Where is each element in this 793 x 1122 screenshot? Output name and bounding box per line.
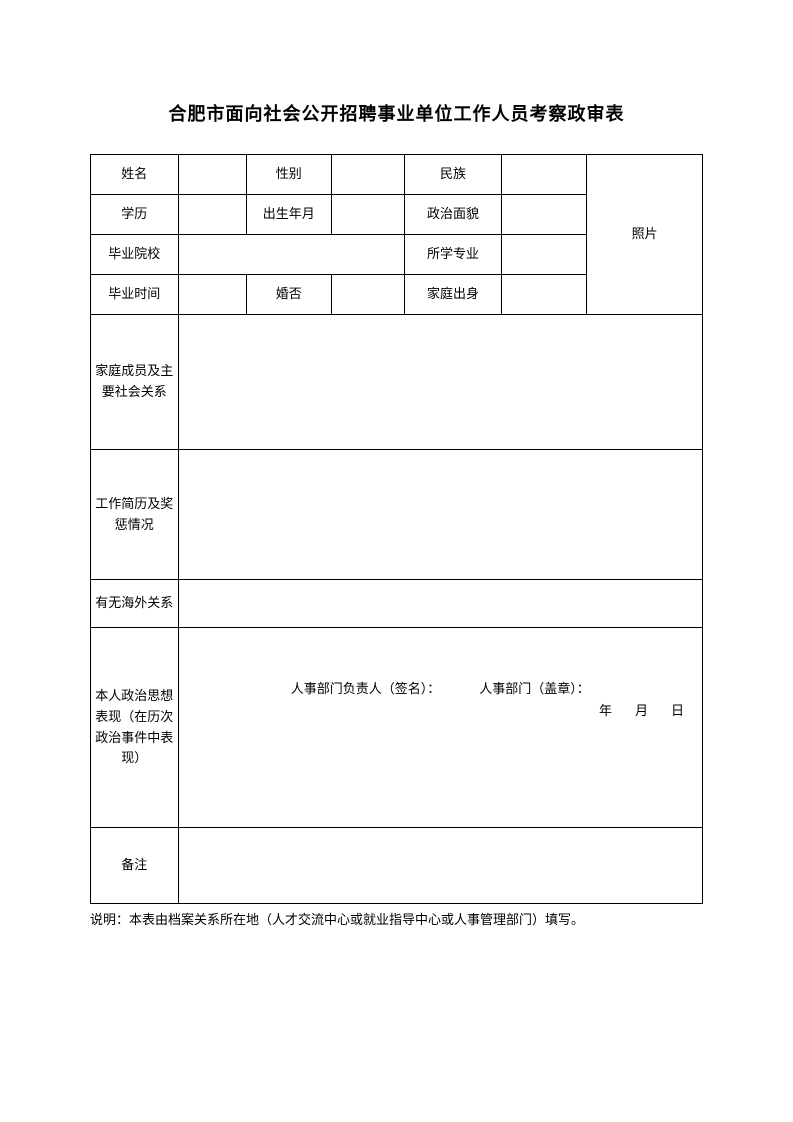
- value-gender: [331, 155, 404, 195]
- signature-date: 年 月 日: [599, 701, 686, 722]
- label-family-members: 家庭成员及主要社会关系: [91, 315, 179, 450]
- signature-line: 人事部门负责人（签名）： 人事部门（盖章）：: [181, 679, 700, 700]
- note-text: 说明：本表由档案关系所在地（人才交流中心或就业指导中心或人事管理部门）填写。: [90, 910, 703, 930]
- label-school: 毕业院校: [91, 235, 179, 275]
- photo-cell: 照片: [587, 155, 703, 315]
- value-name: [178, 155, 246, 195]
- label-work-history: 工作简历及奖惩情况: [91, 450, 179, 580]
- label-gender: 性别: [246, 155, 331, 195]
- value-major: [502, 235, 587, 275]
- value-education: [178, 195, 246, 235]
- value-birth: [331, 195, 404, 235]
- value-political-thought: 人事部门负责人（签名）： 人事部门（盖章）： 年 月 日: [178, 628, 702, 828]
- value-overseas: [178, 580, 702, 628]
- hr-leader-label: 人事部门负责人（签名）：: [291, 681, 441, 696]
- value-marriage: [331, 275, 404, 315]
- label-gradtime: 毕业时间: [91, 275, 179, 315]
- value-family-members: [178, 315, 702, 450]
- label-major: 所学专业: [404, 235, 501, 275]
- label-political-thought: 本人政治思想表现（在历次政治事件中表现）: [91, 628, 179, 828]
- label-marriage: 婚否: [246, 275, 331, 315]
- label-political: 政治面貌: [404, 195, 501, 235]
- form-table: 姓名 性别 民族 照片 学历 出生年月 政治面貌 毕业院校 所学专业 毕业时间 …: [90, 154, 703, 904]
- value-political: [502, 195, 587, 235]
- label-ethnicity: 民族: [404, 155, 501, 195]
- label-education: 学历: [91, 195, 179, 235]
- label-family-origin: 家庭出身: [404, 275, 501, 315]
- hr-dept-label: 人事部门（盖章）：: [479, 681, 590, 696]
- label-name: 姓名: [91, 155, 179, 195]
- value-ethnicity: [502, 155, 587, 195]
- value-family-origin: [502, 275, 587, 315]
- value-remark: [178, 828, 702, 904]
- label-overseas: 有无海外关系: [91, 580, 179, 628]
- page-title: 合肥市面向社会公开招聘事业单位工作人员考察政审表: [90, 100, 703, 126]
- value-gradtime: [178, 275, 246, 315]
- value-school: [178, 235, 404, 275]
- value-work-history: [178, 450, 702, 580]
- label-remark: 备注: [91, 828, 179, 904]
- label-birth: 出生年月: [246, 195, 331, 235]
